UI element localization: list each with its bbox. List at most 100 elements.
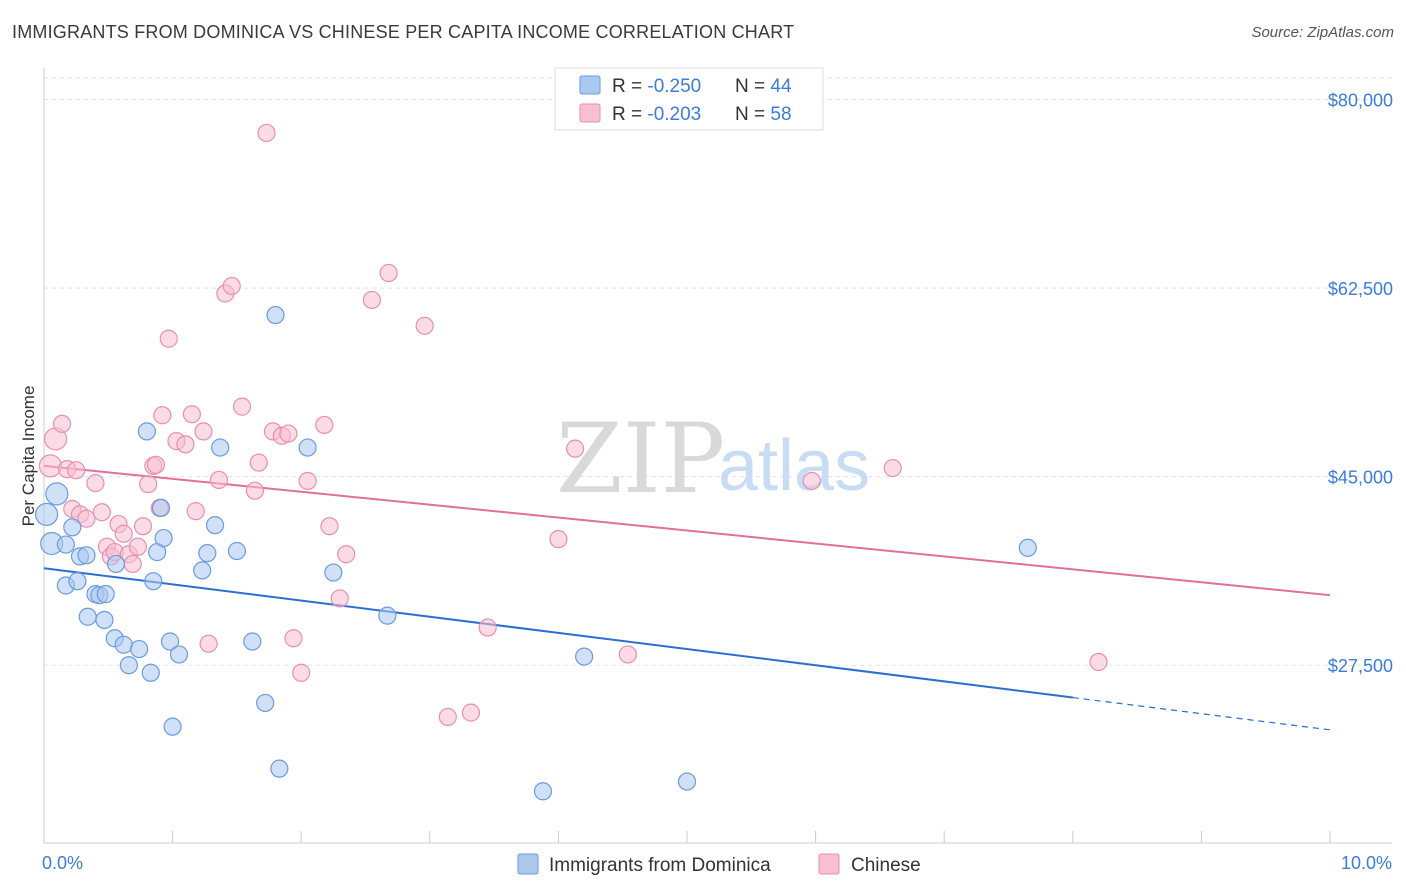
data-point-dominica — [324, 563, 343, 582]
data-point-chinese — [222, 276, 241, 296]
y-tick-label: $27,500 — [1328, 656, 1393, 676]
stats-row-dominica: R = -0.250 — [612, 76, 701, 97]
data-point-dominica — [211, 438, 230, 457]
data-point-chinese — [362, 290, 382, 310]
data-point-dominica — [169, 645, 189, 664]
data-point-chinese — [146, 455, 165, 474]
legend-label-dominica: Immigrants from Dominica — [549, 855, 771, 876]
data-point-dominica — [141, 663, 160, 682]
stats-n-row-dominica: N = 44 — [735, 76, 792, 97]
n-label: N = — [735, 104, 770, 125]
data-point-chinese — [199, 634, 218, 653]
watermark: ZIP atlas — [556, 403, 870, 515]
data-point-chinese — [415, 316, 434, 335]
data-point-dominica — [96, 585, 115, 604]
data-point-dominica — [56, 535, 75, 554]
trend-line-extension-0 — [1072, 696, 1331, 731]
data-point-chinese — [67, 461, 86, 480]
data-point-dominica — [68, 572, 87, 591]
stats-swatch-dominica — [579, 75, 601, 95]
stats-swatch-chinese — [579, 103, 601, 123]
data-point-chinese — [802, 471, 821, 491]
data-point-dominica — [106, 554, 126, 574]
data-point-dominica — [160, 632, 180, 651]
legend-swatch-dominica — [517, 853, 539, 875]
y-tick-label: $80,000 — [1328, 91, 1393, 111]
data-point-dominica — [163, 717, 182, 736]
data-point-chinese — [883, 458, 902, 478]
legend-label-chinese: Chinese — [851, 855, 921, 876]
data-point-chinese — [320, 517, 339, 536]
data-point-chinese — [139, 475, 158, 494]
r-label: R = — [612, 76, 647, 97]
data-point-chinese — [232, 397, 252, 416]
data-point-chinese — [133, 517, 153, 536]
n-value-chinese: 58 — [770, 104, 791, 125]
data-point-chinese — [279, 424, 298, 443]
data-point-chinese — [249, 453, 268, 472]
stats-legend: R = -0.250 N = 44 R = -0.203 N = 58 — [554, 67, 824, 131]
data-point-chinese — [1089, 652, 1108, 672]
data-point-dominica — [34, 502, 59, 526]
stats-n-row-chinese: N = 58 — [735, 104, 792, 125]
x-tick-label-min: 0.0% — [42, 853, 83, 873]
y-tick-label: $62,500 — [1328, 279, 1393, 299]
trend-line-0 — [43, 567, 1073, 699]
x-tick-label-max: 10.0% — [1341, 853, 1392, 873]
data-point-dominica — [45, 482, 69, 506]
y-tick-labels: $80,000 $62,500 $45,000 $27,500 — [1328, 91, 1393, 677]
data-point-dominica — [378, 606, 397, 625]
data-point-chinese — [245, 481, 265, 500]
series-legend: Immigrants from Dominica Chinese — [517, 853, 921, 876]
data-point-chinese — [618, 645, 637, 664]
watermark-zip-text: ZIP — [556, 403, 725, 515]
data-point-dominica — [270, 759, 289, 778]
data-point-chinese — [315, 415, 334, 435]
data-point-dominica — [198, 544, 217, 563]
data-point-chinese — [86, 474, 105, 493]
data-point-dominica — [193, 561, 212, 580]
y-axis-label: Per Capita Income — [19, 386, 38, 527]
data-point-dominica — [144, 572, 163, 591]
chart-title: IMMIGRANTS FROM DOMINICA VS CHINESE PER … — [12, 22, 795, 42]
data-point-chinese — [209, 470, 228, 489]
axes — [43, 68, 1392, 844]
data-point-chinese — [298, 471, 317, 491]
data-point-chinese — [566, 439, 585, 458]
data-point-chinese — [92, 503, 111, 522]
r-value-dominica: -0.250 — [647, 76, 701, 97]
data-point-chinese — [159, 329, 178, 348]
data-point-dominica — [95, 610, 114, 630]
data-point-dominica — [130, 639, 149, 659]
data-point-dominica — [137, 422, 156, 441]
data-point-dominica — [227, 541, 246, 561]
data-point-chinese — [337, 545, 356, 564]
data-point-dominica — [677, 772, 697, 791]
data-point-dominica — [154, 528, 173, 548]
r-value-chinese: -0.203 — [647, 104, 701, 125]
data-point-chinese — [114, 524, 133, 543]
data-point-chinese — [153, 406, 172, 425]
data-point-chinese — [176, 435, 195, 454]
r-label: R = — [612, 104, 647, 125]
data-point-chinese — [461, 703, 481, 722]
data-point-chinese — [186, 502, 205, 521]
data-point-chinese — [438, 707, 457, 727]
data-point-chinese — [379, 263, 398, 283]
data-point-chinese — [257, 123, 276, 143]
data-point-chinese — [478, 618, 497, 637]
data-point-chinese — [123, 554, 142, 574]
data-point-chinese — [194, 422, 213, 441]
chart-source: Source: ZipAtlas.com — [1251, 24, 1394, 41]
data-point-dominica — [1018, 538, 1037, 557]
legend-swatch-chinese — [818, 853, 840, 875]
data-point-dominica — [298, 438, 317, 457]
data-point-dominica — [533, 782, 553, 801]
data-point-dominica — [63, 518, 82, 537]
data-point-dominica — [151, 498, 171, 518]
data-point-chinese — [182, 405, 201, 424]
data-point-dominica — [205, 516, 225, 535]
data-point-chinese — [52, 414, 72, 433]
data-point-dominica — [575, 647, 594, 666]
